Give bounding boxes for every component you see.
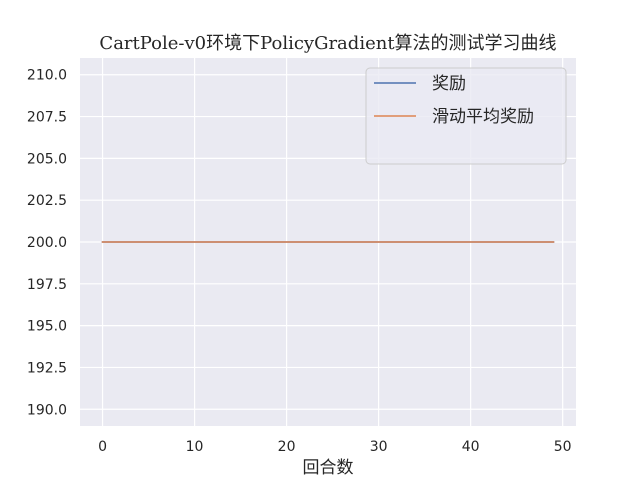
y-tick-label: 195.0	[27, 319, 67, 335]
y-tick-label: 197.5	[27, 277, 67, 293]
x-tick-label: 10	[186, 439, 204, 455]
y-tick-label: 202.5	[27, 193, 67, 209]
tick-labels: 0 10 20 30 40 50 190.0 192.5 195.0 197.5 200.0 202.…	[27, 68, 572, 455]
legend: 奖励 滑动平均奖励	[365, 67, 567, 165]
x-tick-label: 50	[554, 439, 572, 455]
y-tick-label: 210.0	[27, 68, 67, 84]
x-tick-label: 40	[462, 439, 480, 455]
y-tick-label: 190.0	[27, 402, 67, 418]
legend-label-smoothed-reward: 滑动平均奖励	[432, 107, 534, 127]
chart-title: CartPole-v0环境下PolicyGradient算法的测试学习曲线	[99, 33, 556, 54]
x-tick-label: 20	[278, 439, 296, 455]
x-tick-label: 30	[370, 439, 388, 455]
y-tick-label: 207.5	[27, 110, 67, 126]
y-tick-label: 205.0	[27, 151, 67, 167]
x-axis-title: 回合数	[303, 458, 354, 478]
y-tick-label: 200.0	[27, 235, 67, 251]
legend-box	[365, 67, 567, 165]
legend-label-reward: 奖励	[432, 74, 466, 94]
x-tick-label: 0	[98, 439, 107, 455]
y-tick-label: 192.5	[27, 360, 67, 376]
